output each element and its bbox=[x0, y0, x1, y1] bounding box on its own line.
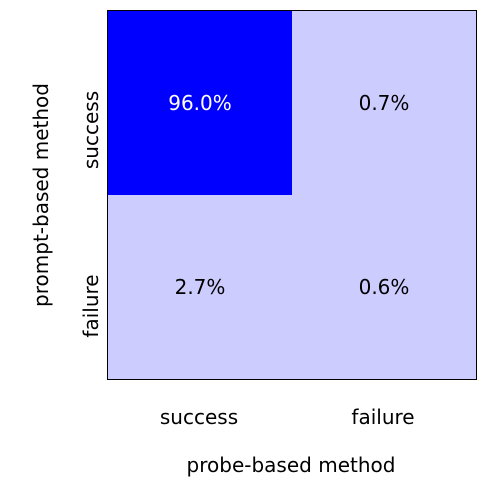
x-tick-label-success: success bbox=[160, 405, 238, 429]
heatmap-cells: 96.0% 0.7% 2.7% 0.6% bbox=[108, 11, 476, 379]
y-tick-label-failure: failure bbox=[79, 274, 103, 337]
plot-frame bbox=[107, 10, 477, 380]
heatmap-cell-success-success bbox=[108, 11, 292, 195]
cell-value-label: 2.7% bbox=[175, 275, 226, 299]
x-axis-label: probe-based method bbox=[187, 453, 396, 477]
y-tick-label-success: success bbox=[79, 91, 103, 169]
y-axis-label: prompt-based method bbox=[29, 83, 53, 307]
x-tick-label-failure: failure bbox=[351, 405, 414, 429]
cell-value-label: 0.6% bbox=[359, 275, 410, 299]
heatmap-cell-failure-success bbox=[108, 195, 292, 379]
heatmap-cell-success-failure bbox=[292, 11, 476, 195]
heatmap-cell-failure-failure bbox=[292, 195, 476, 379]
cell-value-label: 0.7% bbox=[359, 91, 410, 115]
cell-value-label: 96.0% bbox=[168, 91, 232, 115]
